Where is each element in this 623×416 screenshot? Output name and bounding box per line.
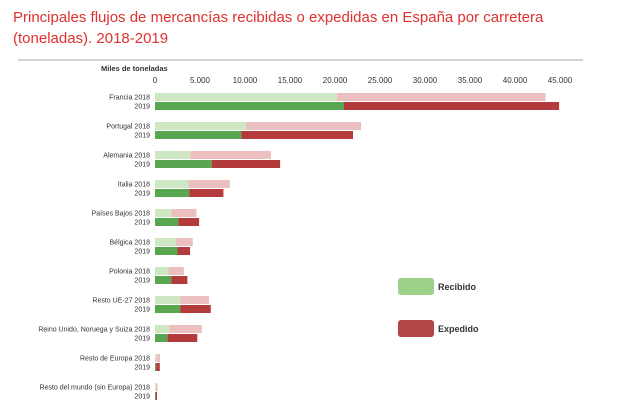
year-label: 2019	[134, 365, 150, 372]
bar-recibido-2018	[155, 383, 156, 391]
legend: Recibido Expedido	[398, 278, 479, 337]
bar-expedido-2018	[190, 151, 272, 159]
bar-expedido-2018	[188, 180, 230, 188]
x-axis-title: Miles de toneladas	[101, 64, 168, 73]
legend-swatch	[398, 278, 434, 295]
x-tick-label: 15.000	[278, 76, 303, 85]
bar-expedido-2018	[180, 296, 209, 304]
bar-recibido-2019	[155, 247, 178, 255]
bar-recibido-2018	[155, 267, 169, 275]
x-axis-ticks: 0 5.000 10.000 15.000 20.000 25.000 30.000 35.0…	[153, 76, 573, 85]
bar-expedido-2018	[168, 267, 184, 275]
bar-recibido-2018	[155, 354, 157, 362]
year-label: 2019	[134, 336, 150, 343]
bar-expedido-2019	[156, 363, 160, 371]
legend-swatch	[398, 320, 434, 337]
bar-expedido-2019	[211, 160, 281, 168]
year-label: 2019	[134, 394, 150, 401]
bar-recibido-2018	[155, 325, 170, 333]
bar-recibido-2019	[155, 392, 156, 400]
bar-recibido-2019	[155, 276, 172, 284]
x-tick-label: 5.000	[190, 76, 211, 85]
year-label: 2019	[134, 133, 150, 140]
bar-recibido-2018	[155, 93, 337, 101]
year-label: 2019	[134, 278, 150, 285]
x-tick-label: 35.000	[458, 76, 483, 85]
chart-title: Principales flujos de mercancías recibid…	[13, 9, 544, 47]
category-label: Resto de Europa 2018	[80, 356, 150, 363]
year-label: 2019	[134, 307, 150, 314]
bar-recibido-2018	[155, 296, 181, 304]
category-label: Polonia 2018	[109, 269, 150, 276]
bar-expedido-2018	[169, 325, 202, 333]
bar-expedido-2019	[177, 247, 191, 255]
x-tick-label: 20.000	[323, 76, 348, 85]
bar-expedido-2019	[178, 218, 200, 226]
legend-label: Recibido	[438, 282, 477, 292]
category-label: Países Bajos 2018	[92, 211, 150, 218]
x-tick-label: 30.000	[413, 76, 438, 85]
bar-recibido-2019	[155, 305, 181, 313]
bar-expedido-2018	[156, 354, 160, 362]
year-label: 2019	[134, 162, 150, 169]
bar-expedido-2019	[241, 131, 353, 139]
bar-recibido-2018	[155, 151, 191, 159]
category-label: Francia 2018	[109, 95, 150, 102]
bar-recibido-2019	[155, 334, 168, 342]
category-label: Alemania 2018	[103, 153, 150, 160]
bar-expedido-2019	[167, 334, 198, 342]
year-label: 2019	[134, 220, 150, 227]
year-label: 2019	[134, 191, 150, 198]
bar-expedido-2018	[245, 122, 362, 130]
year-label: 2019	[134, 249, 150, 256]
bar-recibido-2019	[155, 189, 190, 197]
bar-expedido-2019	[344, 102, 560, 110]
bar-recibido-2018	[155, 122, 246, 130]
x-tick-label: 40.000	[503, 76, 528, 85]
bar-recibido-2018	[155, 238, 176, 246]
bar-expedido-2019	[180, 305, 211, 313]
legend-label: Expedido	[438, 324, 479, 334]
bar-expedido-2019	[189, 189, 224, 197]
bar-expedido-2018	[171, 209, 197, 217]
category-label: Bélgica 2018	[110, 240, 151, 247]
bar-recibido-2019	[155, 102, 344, 110]
bar-expedido-2018	[175, 238, 193, 246]
x-tick-label: 0	[153, 76, 158, 85]
category-label: Italia 2018	[118, 182, 150, 189]
x-tick-label: 10.000	[233, 76, 258, 85]
bars	[155, 93, 560, 400]
bar-expedido-2019	[171, 276, 188, 284]
bar-recibido-2019	[155, 131, 242, 139]
bar-recibido-2019	[155, 160, 212, 168]
x-tick-label: 25.000	[368, 76, 393, 85]
category-label: Reino Unido, Noruega y Suiza 2018	[38, 327, 150, 334]
category-label: Portugal 2018	[106, 124, 150, 131]
bar-expedido-2018	[336, 93, 546, 101]
category-labels: Francia 2018 2019 Portugal 2018 2019 Alemani…	[38, 95, 150, 401]
year-label: 2019	[134, 104, 150, 111]
bar-recibido-2019	[155, 218, 179, 226]
category-label: Resto UE-27 2018	[92, 298, 150, 305]
bar-expedido-2018	[155, 383, 158, 391]
bar-recibido-2018	[155, 209, 172, 217]
bar-recibido-2018	[155, 180, 189, 188]
bar-expedido-2019	[155, 392, 157, 400]
x-tick-label: 45.000	[548, 76, 573, 85]
category-label: Resto del mundo (sin Europa) 2018	[39, 385, 150, 392]
bar-recibido-2019	[155, 363, 157, 371]
